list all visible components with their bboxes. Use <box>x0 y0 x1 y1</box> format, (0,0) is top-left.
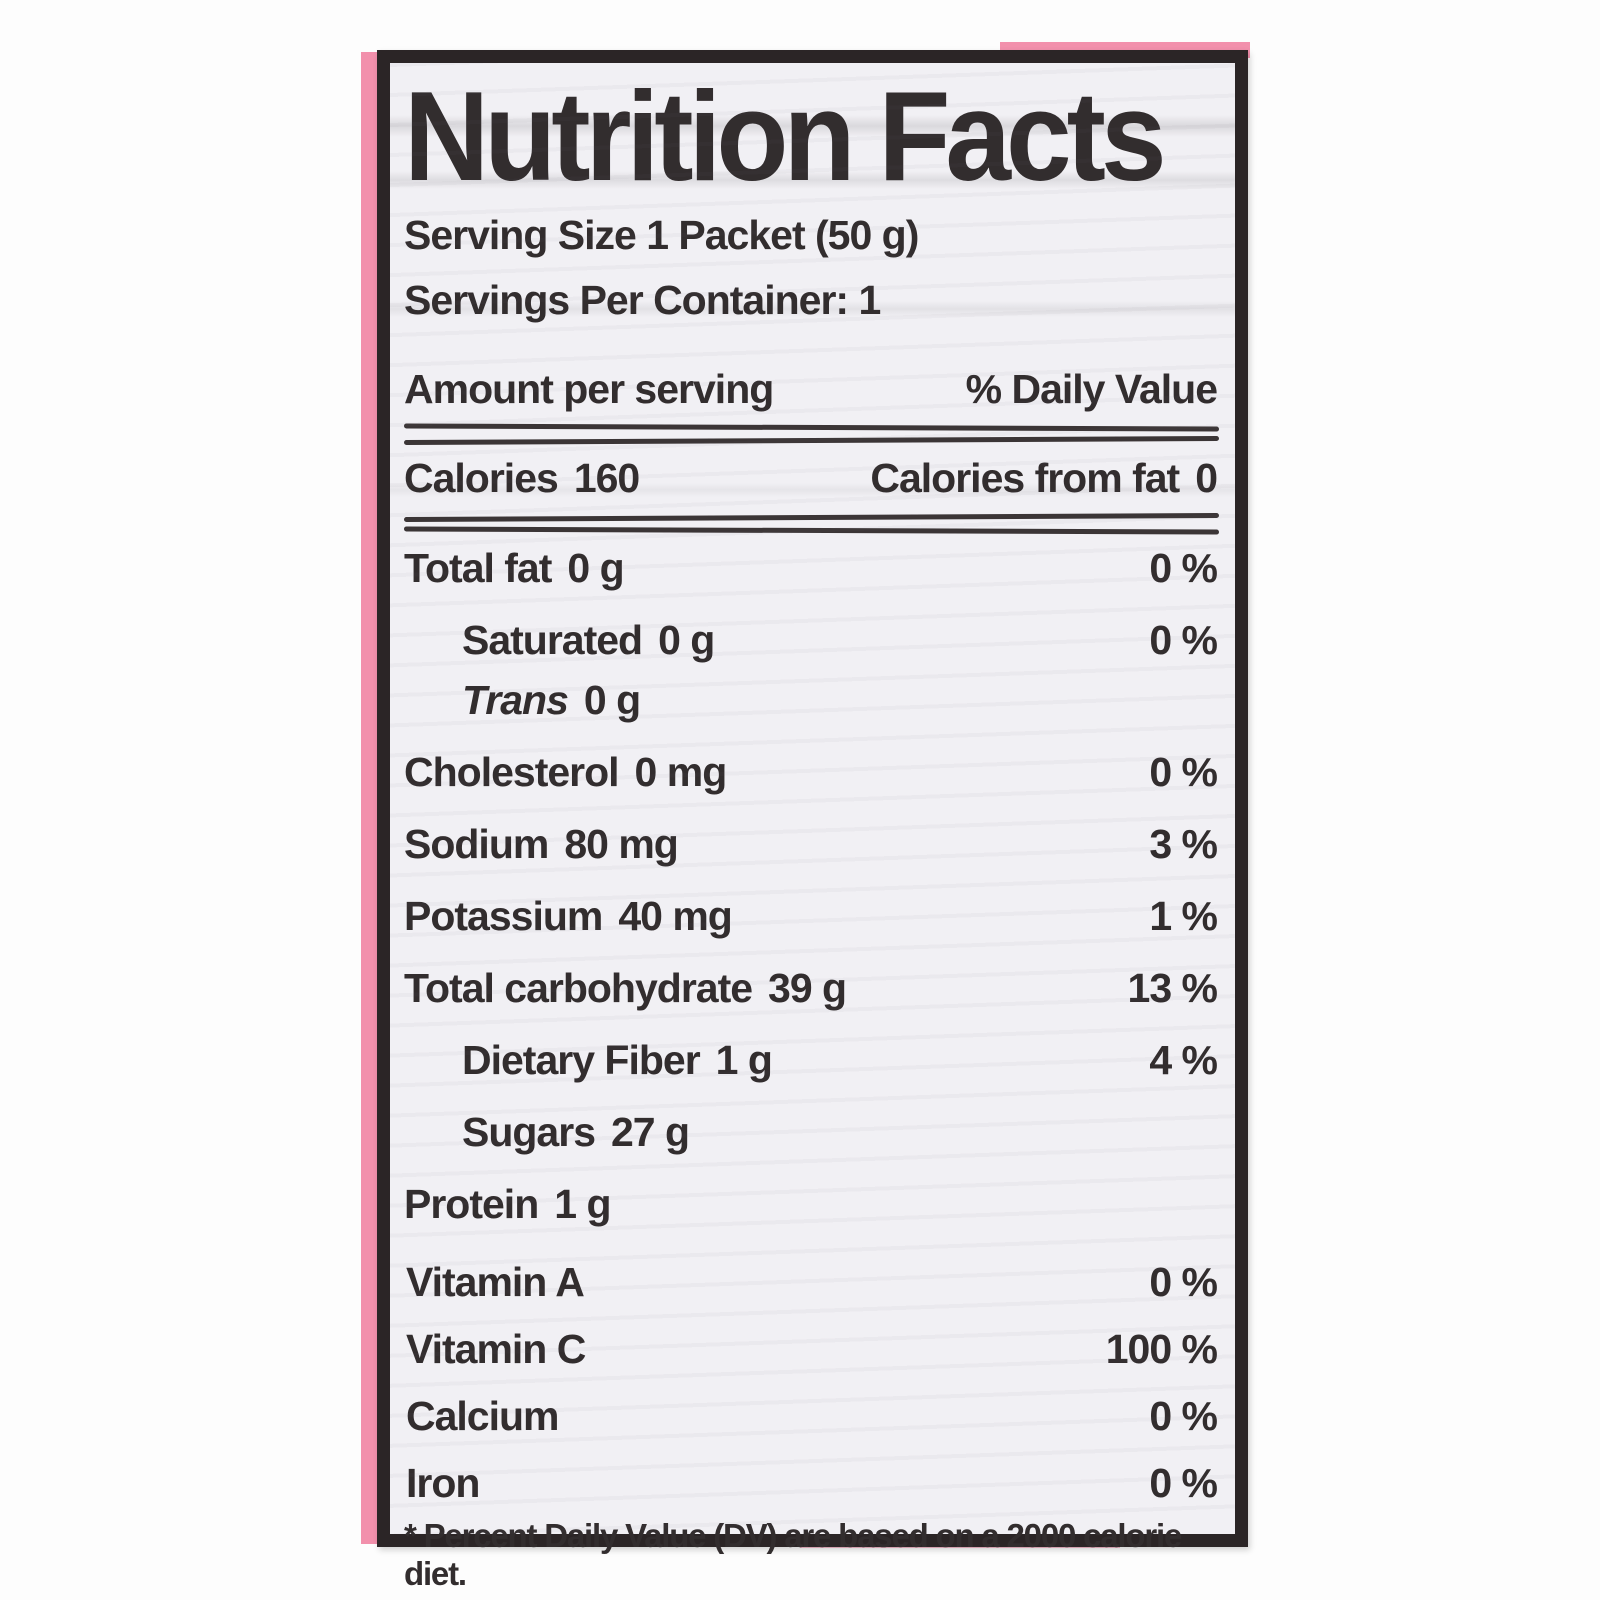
vitamin-dv: 0 % <box>1149 1393 1218 1440</box>
servings-per-container-text: Servings Per Container: 1 <box>404 277 881 324</box>
vitamin-name: Vitamin A <box>406 1259 585 1306</box>
label-content: Nutrition Facts Serving Size 1 Packet (5… <box>390 63 1235 1592</box>
nutrient-dv: 0 % <box>1149 545 1218 592</box>
nutrient-dv: 0 % <box>1149 749 1218 796</box>
vitamin-dv: 0 % <box>1149 1460 1218 1507</box>
nutrient-row-cholesterol: Cholesterol 0 mg 0 % <box>404 737 1219 809</box>
calories-row: Calories 160 Calories from fat 0 <box>404 443 1219 515</box>
nutrient-dv: 1 % <box>1149 893 1218 940</box>
nutrient-name: Sugars 27 g <box>462 1109 690 1156</box>
column-header-row: Amount per serving % Daily Value <box>404 353 1219 425</box>
vitamin-row-vitamin-a: Vitamin A 0 % <box>404 1249 1219 1316</box>
nutrient-dv: 13 % <box>1127 965 1218 1012</box>
vitamin-row-iron: Iron 0 % <box>404 1450 1219 1517</box>
package-pink-edge-left <box>361 52 377 1544</box>
amount-per-serving-header: Amount per serving <box>404 366 774 413</box>
nutrition-facts-label: Nutrition Facts Serving Size 1 Packet (5… <box>377 50 1248 1592</box>
nutrient-row-sodium: Sodium 80 mg 3 % <box>404 809 1219 881</box>
double-rule <box>403 423 1220 446</box>
label-title: Nutrition Facts <box>404 65 1167 209</box>
nutrient-name: Cholesterol 0 mg <box>404 749 727 796</box>
calories-label: Calories 160 <box>404 455 640 502</box>
nutrient-row-total-carbohydrate: Total carbohydrate 39 g 13 % <box>404 953 1219 1025</box>
double-rule <box>403 513 1220 536</box>
rule-line <box>403 423 1220 433</box>
rule-line <box>403 513 1220 523</box>
nutrient-row-total-fat: Total fat 0 g 0 % <box>404 533 1219 605</box>
vitamin-name: Calcium <box>406 1393 559 1440</box>
nutrient-row-sugars: Sugars 27 g <box>404 1097 1219 1169</box>
vitamin-name: Vitamin C <box>406 1326 586 1373</box>
nutrient-name: Trans 0 g <box>462 677 641 724</box>
nutrient-name: Saturated 0 g <box>462 617 715 664</box>
vitamin-dv: 0 % <box>1149 1259 1218 1306</box>
nutrient-name: Dietary Fiber 1 g <box>462 1037 773 1084</box>
vitamin-name: Iron <box>406 1460 480 1507</box>
nutrient-name: Protein 1 g <box>404 1181 612 1228</box>
nutrient-name: Potassium 40 mg <box>404 893 733 940</box>
nutrient-row-saturated: Saturated 0 g 0 % <box>404 605 1219 677</box>
nutrient-dv: 4 % <box>1149 1037 1218 1084</box>
nutrient-name: Sodium 80 mg <box>404 821 679 868</box>
daily-value-header: % Daily Value <box>965 366 1218 413</box>
nutrient-row-potassium: Potassium 40 mg 1 % <box>404 881 1219 953</box>
nutrient-dv: 3 % <box>1149 821 1218 868</box>
vitamin-row-vitamin-c: Vitamin C 100 % <box>404 1316 1219 1383</box>
calories-from-fat: Calories from fat 0 <box>870 455 1218 502</box>
vitamin-dv: 100 % <box>1105 1326 1218 1373</box>
vitamin-row-calcium: Calcium 0 % <box>404 1383 1219 1450</box>
nutrient-dv: 0 % <box>1149 617 1218 664</box>
nutrient-row-protein: Protein 1 g <box>404 1169 1219 1241</box>
nutrient-name: Total carbohydrate 39 g <box>404 965 847 1012</box>
daily-value-footnote: * Percent Daily Value (DV) are based on … <box>404 1517 1182 1593</box>
nutrient-row-dietary-fiber: Dietary Fiber 1 g 4 % <box>404 1025 1219 1097</box>
serving-size-text: Serving Size 1 Packet (50 g) <box>404 211 919 258</box>
nutrient-name: Total fat 0 g <box>404 545 625 592</box>
nutrient-row-trans: Trans 0 g <box>404 677 1219 737</box>
